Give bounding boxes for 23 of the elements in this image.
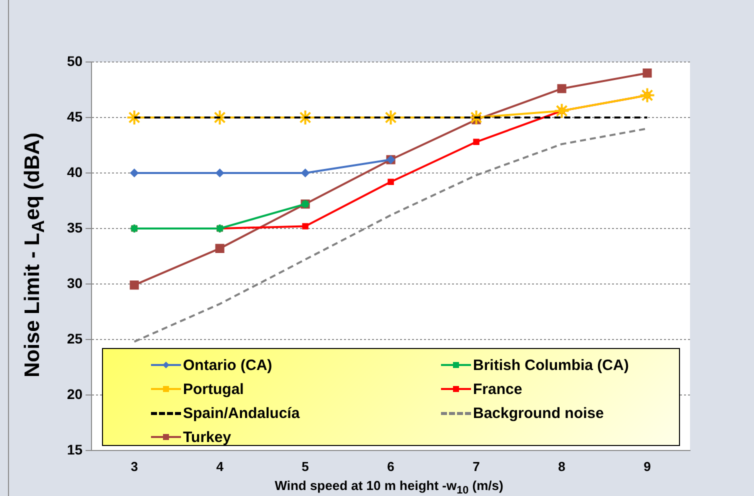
y-tick-label: 25 [66,330,83,346]
x-tick-label: 6 [387,458,394,474]
x-tick-label: 4 [216,458,224,474]
x-tick-label: 7 [472,458,480,474]
y-tick-label: 30 [66,274,83,291]
x-tick-label: 5 [302,458,309,474]
y-tick-label: 20 [66,386,83,402]
y-tick-label: 50 [66,52,83,69]
legend-label: Ontario (CA) [183,356,272,374]
legend-label: Portugal [183,380,244,398]
y-tick-label: 40 [66,164,83,180]
legend-label: Spain/Andalucía [183,404,300,422]
x-tick-label: 8 [558,458,566,474]
legend-label: France [473,380,522,398]
legend-label: Background noise [473,404,604,422]
x-tick-label: 3 [130,458,138,474]
y-tick-label: 15 [66,441,83,458]
y-tick-label: 35 [66,219,83,236]
x-axis-title: Wind speed at 10 m height -w$_{10}$ (m/s) [274,478,504,496]
y-tick-label: 45 [66,108,83,124]
x-tick-label: 9 [644,458,651,474]
legend-label: Turkey [183,428,232,446]
legend-label: British Columbia (CA) [473,356,629,374]
